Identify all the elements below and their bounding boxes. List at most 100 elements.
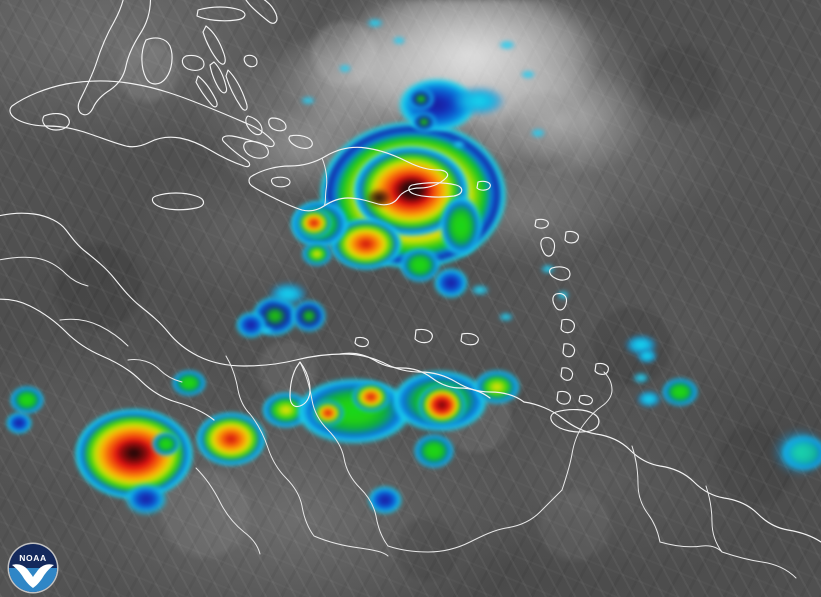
antilles-cell-i [498, 312, 514, 322]
central-caribbean-cell-b [292, 300, 326, 332]
panama-northwest-cell [6, 412, 32, 434]
cirrus-speckle-a [366, 18, 384, 28]
venezuela-southwest-cell [172, 370, 206, 396]
venezuela-east-cell [474, 370, 520, 404]
noaa-logo-text: NOAA [19, 553, 46, 563]
coastline-guyana-suriname [523, 401, 821, 543]
northern-colombia-cell-a [196, 412, 266, 466]
coastline-san-salvador [243, 54, 258, 68]
coastline-barbados [594, 362, 609, 375]
coastline-jamaica [151, 192, 205, 211]
colombia-venezuela-core-b [312, 400, 344, 426]
coastline-exuma [195, 75, 218, 108]
costa-rica-cell [152, 432, 180, 456]
coastline-andros [141, 37, 173, 85]
antilles-cell-h [470, 284, 490, 296]
coastline-dominica [552, 292, 568, 311]
border-colombia-venezuela [299, 361, 389, 547]
central-caribbean-cell-d [236, 312, 266, 338]
coastline-central-america [0, 212, 525, 403]
coastline-antigua [564, 230, 579, 244]
central-caribbean-cell-c [268, 282, 308, 306]
main-cluster-east-arc [440, 196, 482, 256]
coastline-turks-caicos [288, 134, 313, 149]
coastline-gonave [270, 176, 291, 188]
lesser-antilles-cell-d [662, 378, 698, 406]
coastline-venezuela-north [339, 352, 491, 399]
venezuela-llanos-cell [414, 434, 454, 468]
northern-cold-cell-core-a [408, 88, 434, 110]
border-honduras-nicaragua [0, 256, 89, 287]
coastline-grenada [556, 390, 571, 405]
cirrus-speckle-h [300, 96, 316, 105]
border-haiti-dominican-republic [321, 157, 328, 207]
border-venezuela-guyana [561, 371, 613, 491]
lesser-antilles-cell-c [632, 372, 650, 384]
panama-north-cell [10, 386, 44, 414]
coastline-grand-bahama [196, 6, 246, 22]
lesser-antilles-cell-g [556, 290, 570, 300]
coastline-cat-island [209, 61, 228, 94]
border-panama-colombia [225, 355, 251, 415]
cirrus-speckle-g [530, 128, 546, 138]
coastline-maracaibo [289, 361, 311, 408]
cirrus-speckle-b [392, 36, 406, 45]
noaa-logo: NOAA [6, 541, 60, 595]
border-colombia-ecuador-peru [195, 467, 261, 555]
main-cluster-southeast-spur [434, 268, 468, 298]
coastline-new-providence [181, 54, 205, 71]
colombia-south-cell [126, 484, 166, 514]
colombia-venezuela-core-a [352, 382, 390, 412]
coastline-martinique [560, 318, 575, 334]
northern-cell-cirrus-edge [452, 86, 506, 116]
lesser-antilles-cell-b [636, 348, 658, 364]
coastline-pacific-central-america [0, 298, 215, 421]
border-french-guiana-brazil [721, 551, 797, 579]
coastline-abaco [245, 0, 278, 24]
border-costa-rica-panama [127, 359, 183, 383]
venezuela-coast-core [418, 384, 466, 426]
coastline-inagua [243, 140, 269, 159]
coastline-anguilla [534, 218, 549, 229]
coastline-puerto-rico [408, 182, 463, 198]
coastline-florida [77, 0, 152, 116]
northern-cold-cell-core-b [412, 112, 436, 132]
lesser-antilles-cell-f [540, 264, 556, 274]
coastline-cuba [9, 80, 275, 168]
coastline-crooked-island [245, 115, 263, 136]
coastline-mayaguana [268, 117, 287, 132]
coastline-aruba-curacao [354, 336, 369, 348]
lesser-antilles-cell-e [636, 390, 662, 408]
coastline-hispaniola [248, 146, 449, 212]
border-venezuela-brazil [387, 489, 563, 553]
cirrus-speckle-i [260, 326, 274, 335]
coastline-st-lucia [562, 343, 576, 358]
noaa-logo-seagull [12, 564, 54, 588]
coastline-st-kitts [540, 237, 556, 257]
cirrus-speckle-f [452, 140, 466, 149]
border-suriname-french-guiana [705, 485, 723, 553]
border-guyana-suriname [631, 445, 661, 543]
coastline-trinidad [550, 408, 600, 433]
coastline-margarita [460, 332, 479, 346]
cirrus-speckle-d [520, 70, 536, 79]
border-suriname-brazil [659, 541, 723, 553]
coastline-long-island [225, 69, 248, 111]
coastline-st-vincent [560, 367, 574, 381]
coastline-virgin-islands [476, 180, 491, 191]
border-nicaragua-costa-rica [59, 318, 129, 347]
cirrus-speckle-c [498, 40, 516, 50]
main-cluster-coldest-top [392, 175, 432, 205]
coastline-guadeloupe [549, 266, 571, 281]
coastline-eleuthera [202, 25, 226, 65]
main-cluster-south-spur [400, 248, 440, 282]
cirrus-speckle-e [338, 64, 352, 73]
coastline-isla-juventud [42, 112, 70, 131]
coastline-bonaire [414, 328, 433, 344]
hispaniola-southeast-cell [296, 208, 332, 238]
hispaniola-south-cell [302, 242, 332, 266]
border-colombia-brazil [313, 535, 389, 557]
